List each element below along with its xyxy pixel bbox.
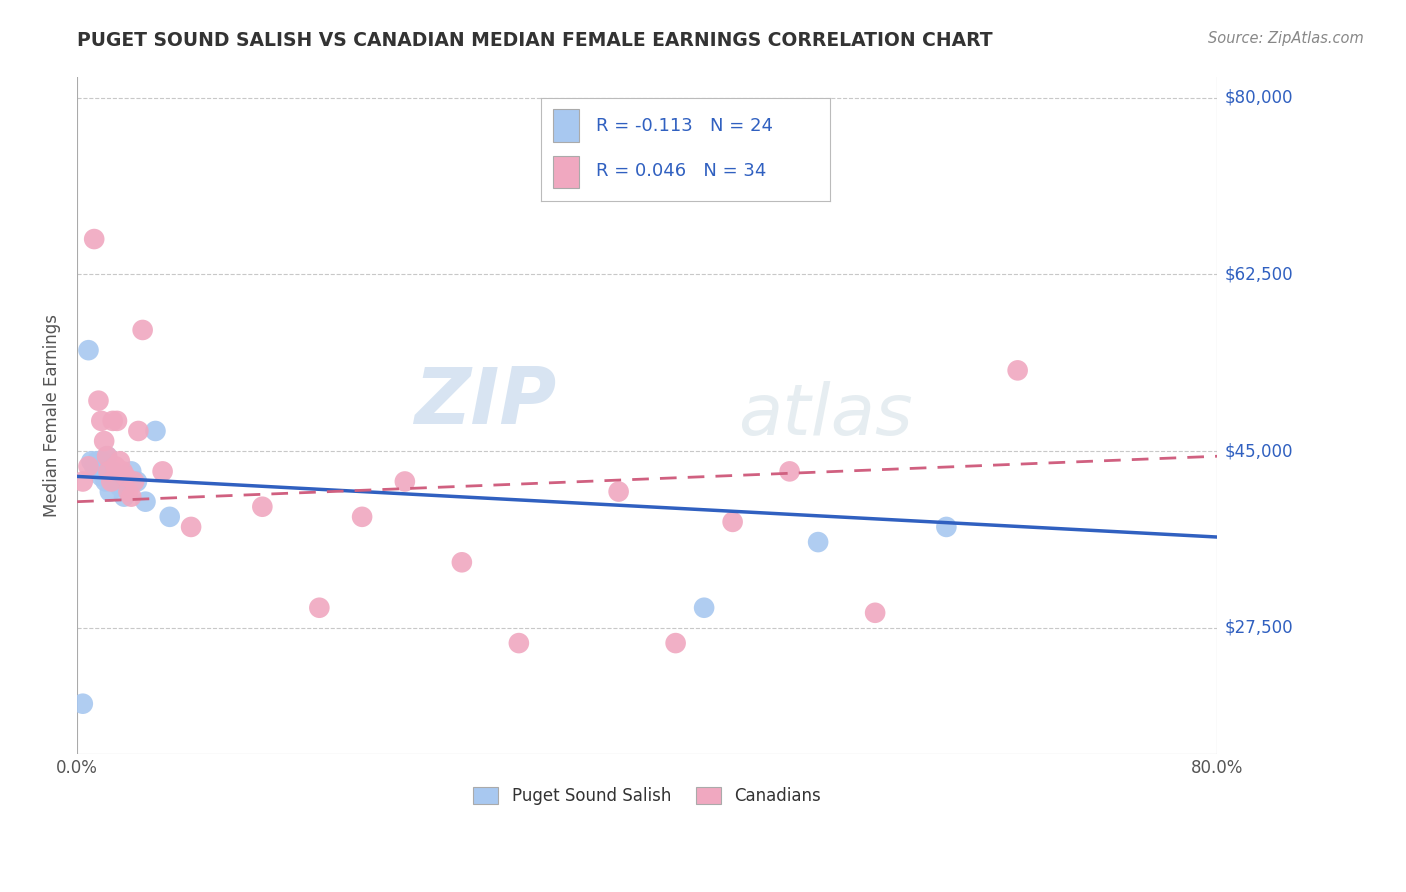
Point: [80, 454, 103, 468]
Text: $27,500: $27,500: [1225, 619, 1294, 637]
Point: [96, 449, 118, 463]
Point: [693, 600, 716, 615]
Point: [131, 323, 153, 337]
Point: [104, 475, 127, 489]
Point: [90, 414, 112, 428]
Point: [90, 469, 112, 483]
Point: [72, 475, 94, 489]
Point: [104, 459, 127, 474]
Point: [125, 475, 148, 489]
Text: R = 0.046   N = 34: R = 0.046 N = 34: [596, 162, 766, 180]
Legend: Puget Sound Salish, Canadians: Puget Sound Salish, Canadians: [465, 779, 830, 814]
Point: [101, 464, 124, 478]
Point: [117, 484, 139, 499]
Point: [122, 475, 145, 489]
Point: [93, 464, 115, 478]
FancyBboxPatch shape: [553, 110, 579, 142]
Point: [100, 475, 122, 489]
Text: R = -0.113   N = 24: R = -0.113 N = 24: [596, 117, 773, 135]
Point: [134, 494, 156, 508]
Point: [108, 454, 131, 468]
Point: [89, 464, 111, 478]
Point: [93, 434, 115, 448]
Text: $62,500: $62,500: [1225, 266, 1294, 284]
Point: [508, 636, 530, 650]
Text: PUGET SOUND SALISH VS CANADIAN MEDIAN FEMALE EARNINGS CORRELATION CHART: PUGET SOUND SALISH VS CANADIAN MEDIAN FE…: [77, 31, 993, 50]
Point: [863, 606, 886, 620]
Point: [101, 414, 124, 428]
Point: [807, 535, 830, 549]
Text: atlas: atlas: [738, 381, 912, 450]
Point: [77, 343, 100, 358]
Point: [120, 464, 142, 478]
Point: [935, 520, 957, 534]
Point: [721, 515, 744, 529]
Point: [98, 484, 121, 499]
Text: ZIP: ZIP: [413, 364, 555, 441]
Text: $45,000: $45,000: [1225, 442, 1292, 460]
Point: [91, 454, 114, 468]
Point: [108, 479, 131, 493]
Point: [105, 414, 128, 428]
Point: [180, 520, 202, 534]
Point: [1007, 363, 1029, 377]
Point: [97, 464, 120, 478]
Point: [83, 459, 105, 474]
Text: Source: ZipAtlas.com: Source: ZipAtlas.com: [1208, 31, 1364, 46]
Point: [83, 232, 105, 246]
Point: [665, 636, 688, 650]
Point: [145, 424, 167, 438]
Point: [152, 464, 174, 478]
Point: [607, 484, 630, 499]
Point: [114, 469, 136, 483]
Point: [96, 449, 118, 463]
FancyBboxPatch shape: [553, 155, 579, 188]
Point: [120, 490, 142, 504]
Point: [94, 475, 117, 489]
Point: [159, 509, 181, 524]
Point: [779, 464, 801, 478]
Point: [112, 490, 135, 504]
Y-axis label: Median Female Earnings: Median Female Earnings: [44, 314, 60, 517]
Point: [77, 459, 100, 474]
Point: [394, 475, 416, 489]
Text: $80,000: $80,000: [1225, 88, 1292, 107]
Point: [72, 697, 94, 711]
Point: [87, 393, 110, 408]
Point: [252, 500, 274, 514]
Point: [111, 464, 134, 478]
Point: [352, 509, 374, 524]
Point: [86, 454, 108, 468]
Point: [127, 424, 149, 438]
Point: [450, 555, 472, 569]
Point: [308, 600, 330, 615]
